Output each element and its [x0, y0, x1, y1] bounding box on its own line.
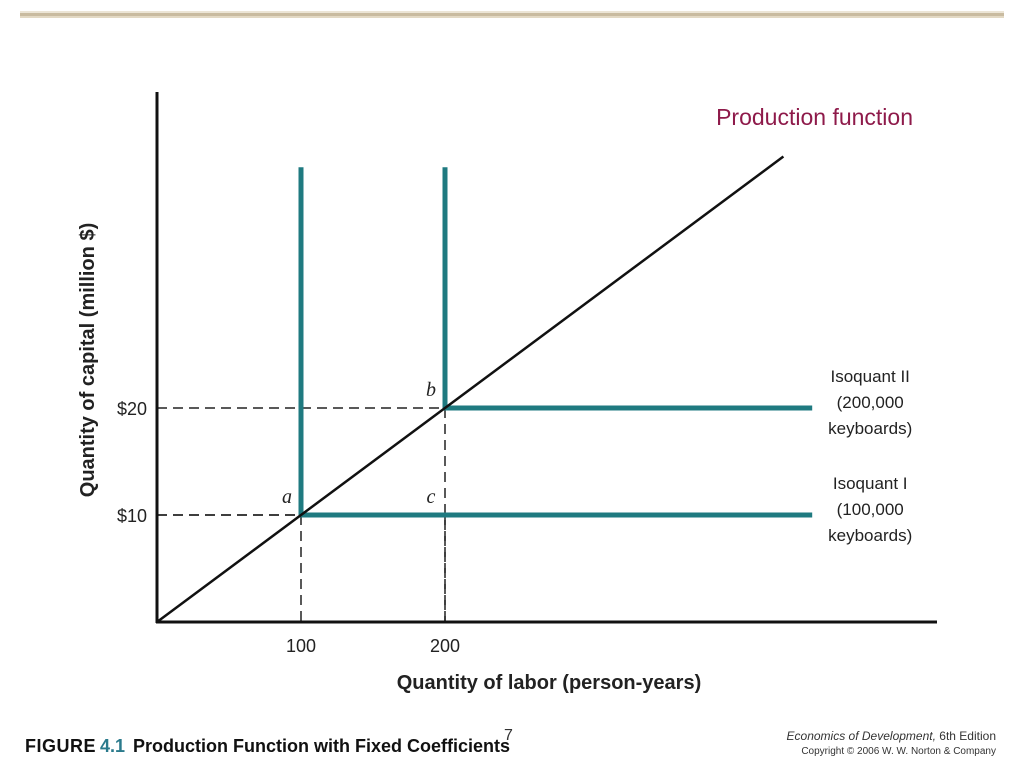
- book-edition: 6th Edition: [939, 729, 996, 743]
- isoquant-1-label: Isoquant I (100,000 keyboards): [828, 474, 912, 545]
- x-tick-label: 200: [430, 636, 460, 656]
- isoquant-2-label-line: keyboards): [828, 419, 912, 438]
- isoquant-1-label-line: keyboards): [828, 526, 912, 545]
- isoquant-2-line: [442, 167, 813, 411]
- y-tick-label: $20: [117, 399, 147, 419]
- isoquant-1-label-line: (100,000: [837, 500, 904, 519]
- isoquant-2-label-line: (200,000: [837, 393, 904, 412]
- isoquant-labels: Isoquant I (100,000 keyboards) Isoquant II (…: [828, 367, 912, 545]
- point-labels: a b c: [282, 379, 436, 508]
- isoquant-2-label-line: Isoquant II: [831, 367, 910, 386]
- book-credit-title: Economics of Development, 6th Edition: [787, 729, 996, 743]
- point-label-c: c: [427, 486, 436, 508]
- isoquant-1-line: [298, 167, 813, 518]
- y-tick-label: $10: [117, 506, 147, 526]
- figure-number: 4.1: [100, 736, 126, 756]
- book-title: Economics of Development,: [786, 729, 936, 743]
- production-function-label: Production function: [716, 104, 913, 130]
- decorative-top-band: [20, 11, 1004, 18]
- production-function-line-group: [156, 155, 785, 624]
- tick-labels: 100 200 $10 $20: [117, 399, 460, 656]
- y-axis-label: Quantity of capital (million $): [77, 223, 99, 497]
- isoquant-lines: [298, 167, 813, 518]
- isoquant-1-label-line: Isoquant I: [833, 474, 908, 493]
- x-tick-label: 100: [286, 636, 316, 656]
- figure-caption: FIGURE 4.1 Production Function with Fixed …: [25, 736, 510, 757]
- copyright-notice: Copyright © 2006 W. W. Norton & Company: [801, 746, 996, 757]
- axes: [155, 92, 937, 624]
- point-label-b: b: [426, 379, 436, 401]
- figure-caption-text: Production Function with Fixed Coefficie…: [133, 736, 511, 756]
- page-number: 7: [504, 727, 513, 744]
- x-axis-label: Quantity of labor (person-years): [397, 672, 702, 694]
- isoquant-2-label: Isoquant II (200,000 keyboards): [828, 367, 912, 438]
- book-credit: Economics of Development, 6th Edition Co…: [787, 729, 996, 757]
- figure-prefix: FIGURE: [25, 736, 97, 756]
- point-label-a: a: [282, 486, 292, 508]
- production-function-line: [156, 155, 785, 624]
